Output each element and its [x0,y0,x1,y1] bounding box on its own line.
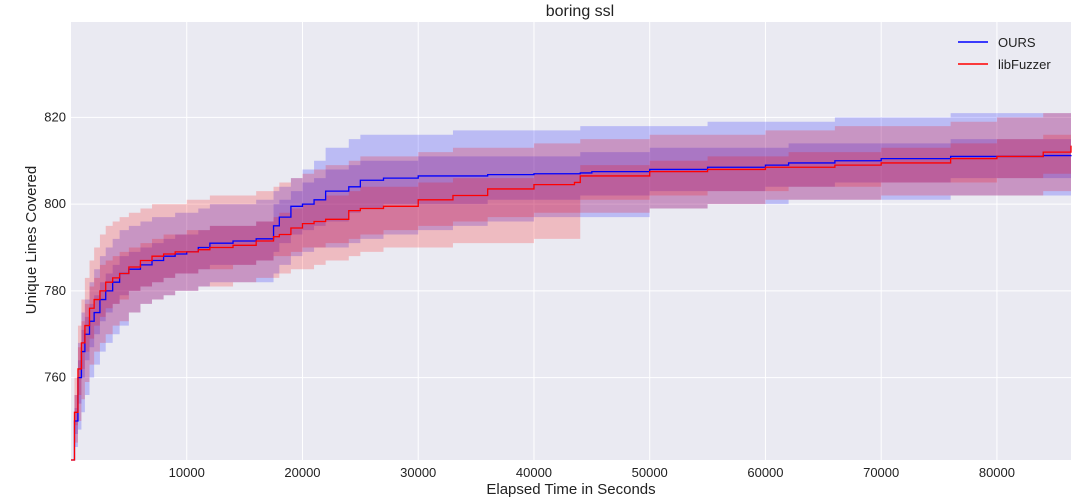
libfuzzer-series-line [71,145,1072,461]
x-tick-label: 70000 [863,465,899,480]
y-axis-ticks: 760 780 800 820 [44,109,66,384]
libfuzzer-inner-band [71,130,1071,461]
y-tick-label: 800 [44,196,66,211]
x-tick-label: 40000 [516,465,552,480]
libfuzzer-outer-band [71,108,1071,461]
x-tick-label: 50000 [632,465,668,480]
chart-title: boring ssl [546,3,614,20]
y-axis-label: Unique Lines Covered [23,166,40,314]
grid-lines [71,22,1071,460]
x-tick-label: 30000 [400,465,436,480]
legend-label-libfuzzer: libFuzzer [998,57,1051,72]
x-tick-label: 80000 [979,465,1015,480]
x-tick-label: 20000 [284,465,320,480]
x-axis-ticks: 10000 20000 30000 40000 50000 60000 70000 80000 [169,465,1015,480]
series-lines [71,145,1072,461]
x-tick-label: 60000 [747,465,783,480]
ours-series-line [71,154,1072,461]
legend: OURS libFuzzer [958,35,1051,72]
y-tick-label: 760 [44,370,66,385]
x-tick-label: 10000 [169,465,205,480]
ours-inner-band [71,139,1071,460]
y-tick-label: 820 [44,109,66,124]
y-tick-label: 780 [44,283,66,298]
legend-label-ours: OURS [998,35,1036,50]
x-axis-label: Elapsed Time in Seconds [486,481,655,498]
